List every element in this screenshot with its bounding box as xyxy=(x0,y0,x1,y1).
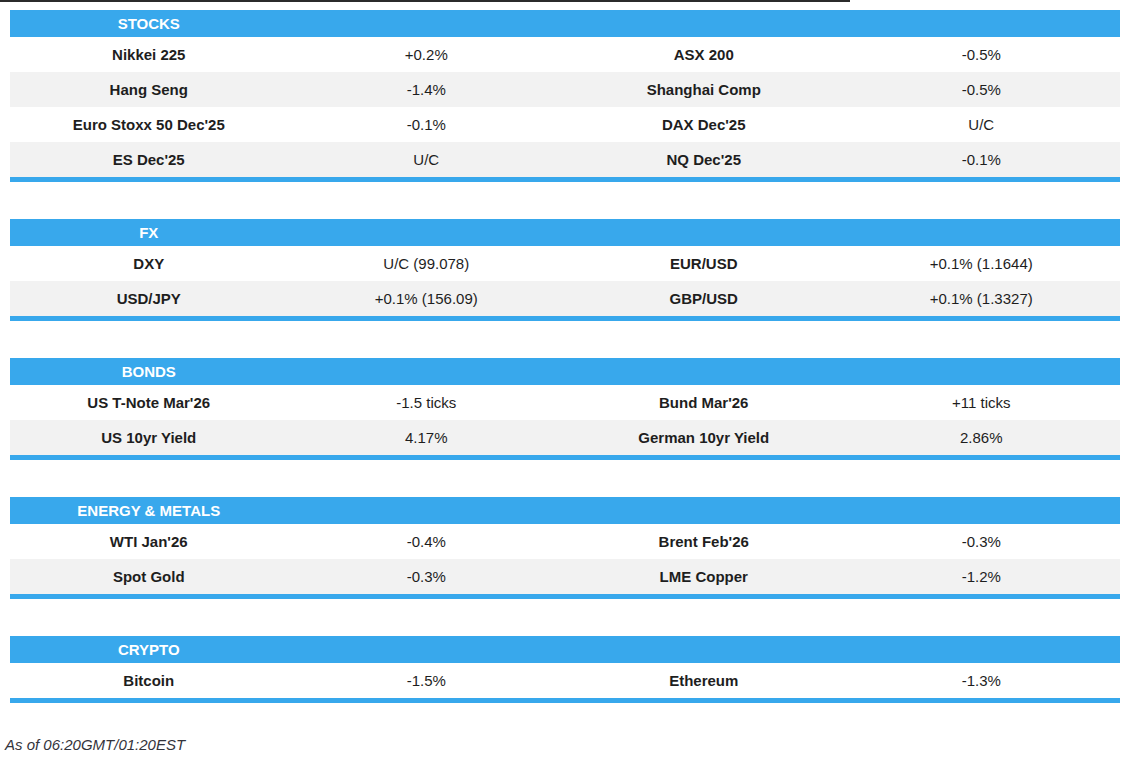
section-header: ENERGY & METALS xyxy=(10,497,1120,524)
instrument-label: DAX Dec'25 xyxy=(565,116,843,133)
instrument-label: LME Copper xyxy=(565,568,843,585)
top-partial-divider xyxy=(0,0,850,2)
instrument-label: DXY xyxy=(10,255,288,272)
instrument-value: -1.4% xyxy=(288,81,566,98)
instrument-value: U/C xyxy=(288,151,566,168)
instrument-value: +0.1% (1.1644) xyxy=(843,255,1121,272)
instrument-label: USD/JPY xyxy=(10,290,288,307)
instrument-value: 2.86% xyxy=(843,429,1121,446)
instrument-value: -0.3% xyxy=(288,568,566,585)
table-row: Euro Stoxx 50 Dec'25 -0.1% DAX Dec'25 U/… xyxy=(10,107,1120,142)
instrument-value: -0.5% xyxy=(843,46,1121,63)
instrument-label: Bund Mar'26 xyxy=(565,394,843,411)
market-section-fx: FX DXY U/C (99.078) EUR/USD +0.1% (1.164… xyxy=(10,219,1120,321)
table-row: WTI Jan'26 -0.4% Brent Feb'26 -0.3% xyxy=(10,524,1120,559)
section-title: BONDS xyxy=(10,363,288,380)
instrument-value: +0.1% (156.09) xyxy=(288,290,566,307)
market-section-energy-metals: ENERGY & METALS WTI Jan'26 -0.4% Brent F… xyxy=(10,497,1120,599)
table-row: Spot Gold -0.3% LME Copper -1.2% xyxy=(10,559,1120,594)
instrument-value: -0.1% xyxy=(843,151,1121,168)
instrument-label: GBP/USD xyxy=(565,290,843,307)
section-title: FX xyxy=(10,224,288,241)
table-row: Bitcoin -1.5% Ethereum -1.3% xyxy=(10,663,1120,698)
section-header: CRYPTO xyxy=(10,636,1120,663)
instrument-value: -0.1% xyxy=(288,116,566,133)
instrument-label: German 10yr Yield xyxy=(565,429,843,446)
instrument-label: Hang Seng xyxy=(10,81,288,98)
instrument-label: US T-Note Mar'26 xyxy=(10,394,288,411)
section-rows: Nikkei 225 +0.2% ASX 200 -0.5% Hang Seng… xyxy=(10,37,1120,177)
instrument-label: Ethereum xyxy=(565,672,843,689)
instrument-label: Brent Feb'26 xyxy=(565,533,843,550)
table-row: US 10yr Yield 4.17% German 10yr Yield 2.… xyxy=(10,420,1120,455)
section-header: FX xyxy=(10,219,1120,246)
table-row: DXY U/C (99.078) EUR/USD +0.1% (1.1644) xyxy=(10,246,1120,281)
instrument-label: WTI Jan'26 xyxy=(10,533,288,550)
instrument-value: -0.3% xyxy=(843,533,1121,550)
section-title: CRYPTO xyxy=(10,641,288,658)
table-row: ES Dec'25 U/C NQ Dec'25 -0.1% xyxy=(10,142,1120,177)
section-rows: WTI Jan'26 -0.4% Brent Feb'26 -0.3% Spot… xyxy=(10,524,1120,594)
instrument-value: -0.5% xyxy=(843,81,1121,98)
instrument-label: Euro Stoxx 50 Dec'25 xyxy=(10,116,288,133)
instrument-value: +0.1% (1.3327) xyxy=(843,290,1121,307)
instrument-value: +0.2% xyxy=(288,46,566,63)
market-section-bonds: BONDS US T-Note Mar'26 -1.5 ticks Bund M… xyxy=(10,358,1120,460)
market-tables: STOCKS Nikkei 225 +0.2% ASX 200 -0.5% Ha… xyxy=(10,10,1120,703)
instrument-label: Spot Gold xyxy=(10,568,288,585)
section-title: ENERGY & METALS xyxy=(10,502,288,519)
instrument-label: ES Dec'25 xyxy=(10,151,288,168)
section-header: STOCKS xyxy=(10,10,1120,37)
instrument-value: -1.2% xyxy=(843,568,1121,585)
instrument-value: U/C (99.078) xyxy=(288,255,566,272)
instrument-label: Nikkei 225 xyxy=(10,46,288,63)
instrument-value: -1.3% xyxy=(843,672,1121,689)
instrument-label: Shanghai Comp xyxy=(565,81,843,98)
instrument-label: NQ Dec'25 xyxy=(565,151,843,168)
section-header: BONDS xyxy=(10,358,1120,385)
table-row: US T-Note Mar'26 -1.5 ticks Bund Mar'26 … xyxy=(10,385,1120,420)
table-row: USD/JPY +0.1% (156.09) GBP/USD +0.1% (1.… xyxy=(10,281,1120,316)
table-row: Hang Seng -1.4% Shanghai Comp -0.5% xyxy=(10,72,1120,107)
instrument-value: +11 ticks xyxy=(843,394,1121,411)
instrument-value: -1.5 ticks xyxy=(288,394,566,411)
instrument-label: ASX 200 xyxy=(565,46,843,63)
section-rows: Bitcoin -1.5% Ethereum -1.3% xyxy=(10,663,1120,698)
newsletter-market-wrap: STOCKS Nikkei 225 +0.2% ASX 200 -0.5% Ha… xyxy=(0,0,1132,772)
market-section-crypto: CRYPTO Bitcoin -1.5% Ethereum -1.3% xyxy=(10,636,1120,703)
table-row: Nikkei 225 +0.2% ASX 200 -0.5% xyxy=(10,37,1120,72)
section-rows: DXY U/C (99.078) EUR/USD +0.1% (1.1644) … xyxy=(10,246,1120,316)
instrument-value: -1.5% xyxy=(288,672,566,689)
section-title: STOCKS xyxy=(10,15,288,32)
instrument-label: US 10yr Yield xyxy=(10,429,288,446)
timestamp-note: As of 06:20GMT/01:20EST xyxy=(5,736,1132,753)
section-rows: US T-Note Mar'26 -1.5 ticks Bund Mar'26 … xyxy=(10,385,1120,455)
instrument-value: U/C xyxy=(843,116,1121,133)
market-section-stocks: STOCKS Nikkei 225 +0.2% ASX 200 -0.5% Ha… xyxy=(10,10,1120,182)
instrument-label: EUR/USD xyxy=(565,255,843,272)
instrument-value: -0.4% xyxy=(288,533,566,550)
instrument-label: Bitcoin xyxy=(10,672,288,689)
instrument-value: 4.17% xyxy=(288,429,566,446)
